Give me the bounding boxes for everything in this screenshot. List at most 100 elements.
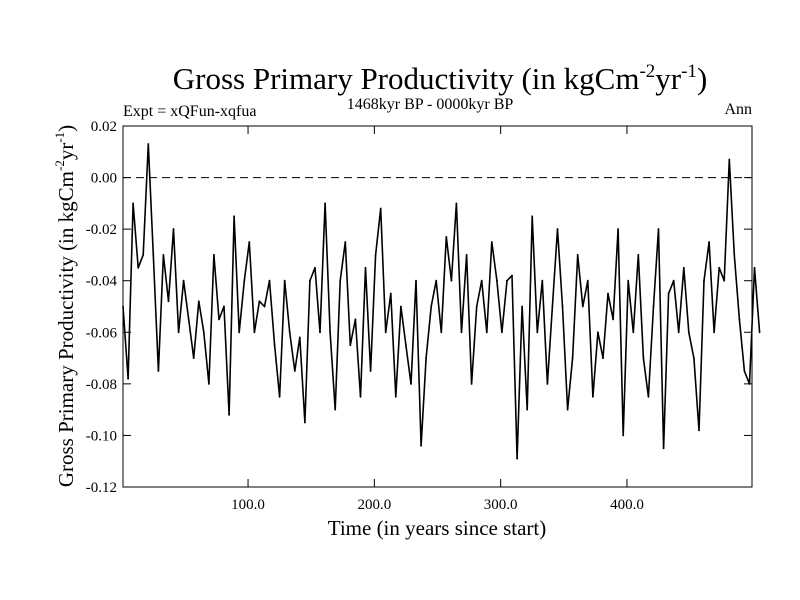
- data-point: [157, 370, 160, 372]
- data-point: [496, 279, 498, 282]
- data-point: [344, 241, 347, 243]
- data-point: [728, 158, 731, 161]
- data-point: [137, 266, 140, 269]
- data-point: [142, 254, 145, 256]
- data-point: [314, 266, 316, 269]
- data-point: [526, 408, 529, 411]
- data-point: [147, 143, 150, 145]
- data-point: [132, 202, 135, 205]
- data-point: [177, 331, 180, 334]
- y-tick-label: -0.04: [86, 274, 118, 290]
- x-axis-ticks: 100.0 200.0 300.0 400.0: [231, 126, 644, 513]
- data-point: [369, 370, 372, 372]
- data-point: [470, 383, 473, 385]
- data-point: [455, 202, 458, 205]
- data-point: [389, 292, 392, 295]
- data-point: [309, 279, 311, 282]
- data-point: [708, 241, 710, 243]
- data-point: [541, 279, 544, 282]
- data-point: [450, 279, 453, 282]
- data-point: [622, 434, 625, 437]
- data-point: [415, 279, 417, 282]
- data-point: [460, 331, 463, 334]
- data-point: [490, 241, 493, 243]
- data-point: [576, 254, 579, 256]
- data-point: [687, 331, 690, 334]
- data-point: [531, 215, 534, 218]
- ylabel-superscript-2: -1: [52, 132, 67, 143]
- x-axis-label: Time (in years since start): [328, 516, 547, 540]
- data-point: [298, 336, 301, 339]
- data-point: [516, 457, 518, 460]
- data-point: [208, 383, 210, 385]
- data-point: [743, 370, 746, 372]
- data-point: [384, 331, 387, 334]
- data-point: [359, 395, 362, 398]
- data-point: [162, 254, 165, 256]
- y-tick-label: -0.06: [86, 325, 118, 341]
- x-tick-label: 100.0: [231, 497, 265, 513]
- data-point: [329, 331, 331, 334]
- data-point: [511, 274, 513, 277]
- data-point: [677, 331, 680, 334]
- data-point: [733, 254, 736, 256]
- data-point: [627, 279, 630, 282]
- ylabel-superscript-1: -2: [52, 160, 67, 171]
- data-point: [238, 331, 241, 334]
- data-point: [667, 292, 670, 295]
- data-point: [586, 279, 589, 282]
- data-point: [374, 254, 377, 256]
- data-point: [581, 305, 584, 308]
- x-tick-label: 300.0: [484, 497, 518, 513]
- data-point: [420, 444, 422, 447]
- data-point: [445, 236, 448, 238]
- data-point: [182, 279, 185, 282]
- data-point: [652, 305, 655, 308]
- data-point: [657, 228, 660, 231]
- data-point: [485, 331, 488, 334]
- data-point: [748, 383, 751, 385]
- data-point: [571, 357, 574, 359]
- data-point: [693, 357, 695, 359]
- data-point: [642, 357, 645, 359]
- y-tick-label: -0.10: [86, 428, 117, 444]
- x-tick-label: 200.0: [357, 497, 391, 513]
- data-point: [607, 292, 609, 295]
- data-point: [556, 228, 559, 231]
- data-point: [592, 395, 594, 398]
- data-point: [243, 279, 246, 282]
- data-point: [127, 377, 129, 380]
- data-point: [152, 254, 155, 256]
- series-points: [122, 143, 761, 460]
- data-point: [213, 254, 215, 256]
- data-point: [536, 331, 539, 334]
- y-tick-label: 0.00: [91, 171, 117, 187]
- data-point: [713, 331, 715, 334]
- data-point: [273, 344, 276, 347]
- data-point: [703, 279, 705, 282]
- season-label: Ann: [724, 101, 752, 118]
- data-point: [258, 300, 261, 303]
- data-point: [354, 318, 357, 321]
- data-point: [218, 318, 220, 321]
- data-point: [405, 344, 407, 347]
- data-point: [364, 266, 367, 269]
- data-point: [647, 395, 650, 398]
- data-point: [122, 305, 124, 308]
- data-point: [672, 279, 675, 282]
- data-point: [566, 408, 569, 411]
- y-tick-label: -0.02: [86, 222, 117, 238]
- data-point: [304, 421, 306, 424]
- data-point: [172, 228, 175, 231]
- chart-title: Gross Primary Productivity (in kgCm-2yr-…: [173, 61, 708, 96]
- data-point: [228, 413, 231, 416]
- data-point: [167, 300, 170, 303]
- data-point: [597, 331, 599, 334]
- data-point: [617, 228, 619, 231]
- data-point: [698, 429, 700, 432]
- data-point: [268, 279, 271, 282]
- data-point: [662, 447, 665, 450]
- data-point: [561, 305, 564, 308]
- data-point: [197, 300, 200, 303]
